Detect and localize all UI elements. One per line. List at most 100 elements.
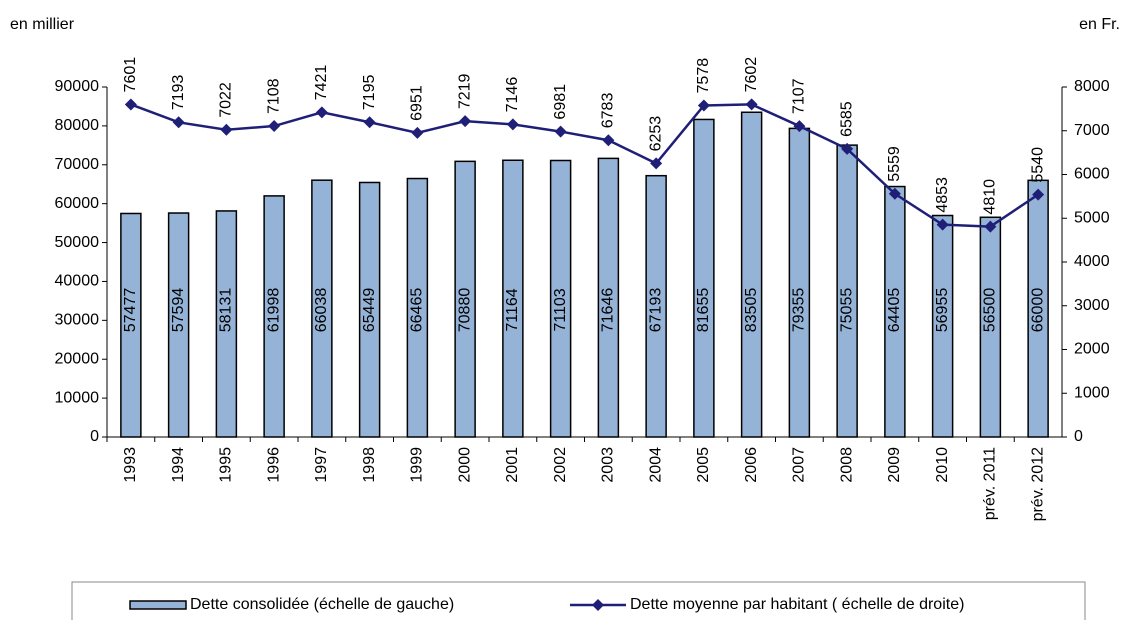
bar bbox=[502, 159, 524, 438]
y-tick-label: 80000 bbox=[55, 117, 100, 134]
y-tick-label: 60000 bbox=[55, 195, 100, 212]
bar-value-label: 70880 bbox=[456, 288, 473, 333]
x-tick-label: prév. 2011 bbox=[982, 447, 999, 520]
y-tick-label: 40000 bbox=[55, 273, 100, 290]
line-value-label: 4810 bbox=[982, 179, 999, 215]
bar bbox=[979, 216, 1002, 438]
legend-swatch bbox=[129, 600, 187, 610]
legend-label: Dette consolidée (échelle de gauche) bbox=[190, 596, 454, 613]
y2-tick-label: 8000 bbox=[1074, 78, 1110, 95]
line-value-label: 7195 bbox=[361, 75, 378, 111]
x-tick-label: 2009 bbox=[886, 447, 903, 483]
line-marker bbox=[554, 125, 567, 138]
line-marker bbox=[602, 134, 615, 147]
x-tick-label: 1997 bbox=[313, 447, 330, 483]
bar-value-label: 83505 bbox=[743, 288, 760, 333]
y-tick-label: 10000 bbox=[55, 389, 100, 406]
bar-value-label: 66038 bbox=[313, 288, 330, 333]
x-tick-label: 2001 bbox=[504, 447, 521, 483]
line-value-label: 6981 bbox=[552, 84, 569, 120]
bar-value-label: 71164 bbox=[504, 288, 521, 331]
bar bbox=[884, 185, 906, 438]
bar bbox=[311, 179, 333, 438]
line-value-label: 7578 bbox=[695, 58, 712, 94]
bar-value-label: 71646 bbox=[600, 288, 617, 333]
bar bbox=[120, 212, 142, 438]
bar-value-label: 61998 bbox=[265, 288, 282, 333]
bar-value-label: 66465 bbox=[409, 288, 426, 333]
line-marker bbox=[697, 99, 710, 112]
line-marker bbox=[315, 106, 328, 119]
y-tick-label: 50000 bbox=[55, 234, 100, 251]
bar-value-label: 58131 bbox=[218, 288, 235, 333]
y-tick-label: 90000 bbox=[55, 78, 100, 95]
y-tick-label: 30000 bbox=[55, 312, 100, 329]
x-tick-label: 2005 bbox=[695, 447, 712, 483]
bar-value-label: 56500 bbox=[982, 288, 999, 333]
line-value-label: 7421 bbox=[313, 65, 330, 101]
bar bbox=[645, 174, 667, 438]
line-value-label: 7146 bbox=[504, 77, 521, 113]
y-axis-title: en millier bbox=[10, 16, 75, 33]
bar-value-label: 79355 bbox=[791, 288, 808, 333]
y2-tick-label: 1000 bbox=[1074, 384, 1110, 401]
line-marker bbox=[172, 116, 185, 129]
line-marker bbox=[745, 98, 758, 111]
x-tick-label: 2007 bbox=[791, 447, 808, 483]
x-tick-label: 2010 bbox=[934, 447, 951, 483]
x-tick-label: 2004 bbox=[647, 447, 664, 483]
line-value-label: 7107 bbox=[791, 78, 808, 114]
line bbox=[130, 103, 1039, 228]
line-marker bbox=[363, 116, 376, 129]
y-tick-label: 20000 bbox=[55, 350, 100, 367]
line-value-label: 6253 bbox=[647, 116, 664, 152]
x-tick-label: prév. 2012 bbox=[1029, 447, 1046, 522]
line-value-label: 6783 bbox=[600, 93, 617, 129]
line-value-label: 5559 bbox=[886, 146, 903, 182]
line-marker bbox=[888, 187, 901, 200]
line-value-label: 4853 bbox=[934, 177, 951, 213]
bar bbox=[263, 195, 285, 438]
bar-value-label: 67193 bbox=[647, 288, 664, 333]
line-marker bbox=[936, 218, 949, 231]
x-tick-label: 2003 bbox=[600, 447, 617, 483]
x-tick-label: 1994 bbox=[170, 447, 187, 483]
bar bbox=[406, 177, 429, 438]
bar bbox=[358, 181, 381, 438]
bar bbox=[597, 157, 620, 438]
line-marker bbox=[268, 120, 281, 133]
line-value-label: 7219 bbox=[456, 73, 473, 109]
x-tick-label: 2002 bbox=[552, 447, 569, 483]
bar-value-label: 66000 bbox=[1029, 288, 1046, 333]
bar bbox=[740, 111, 763, 438]
y2-tick-label: 6000 bbox=[1074, 166, 1110, 183]
line-value-label: 7022 bbox=[218, 82, 235, 118]
line-marker bbox=[506, 118, 519, 131]
y2-tick-label: 0 bbox=[1074, 428, 1083, 445]
line-value-label: 7108 bbox=[265, 78, 282, 114]
bar-value-label: 56955 bbox=[934, 288, 951, 333]
bar-value-label: 64405 bbox=[886, 288, 903, 333]
x-tick-label: 2000 bbox=[456, 447, 473, 483]
line-marker bbox=[984, 220, 997, 233]
line-value-label: 6585 bbox=[838, 101, 855, 137]
bar-value-label: 65449 bbox=[361, 288, 378, 333]
bar bbox=[1027, 179, 1049, 438]
y2-tick-label: 2000 bbox=[1074, 341, 1110, 358]
line-marker bbox=[793, 120, 806, 133]
line-value-label: 6951 bbox=[409, 85, 426, 121]
x-tick-label: 2008 bbox=[838, 447, 855, 483]
bar-value-label: 57477 bbox=[122, 288, 139, 333]
x-tick-label: 1996 bbox=[265, 447, 282, 483]
legend-label: Dette moyenne par habitant ( échelle de … bbox=[630, 596, 964, 613]
bar bbox=[693, 118, 715, 438]
bar bbox=[788, 127, 811, 438]
line-marker bbox=[459, 115, 472, 128]
y2-tick-label: 3000 bbox=[1074, 297, 1110, 314]
line-marker bbox=[650, 157, 663, 170]
y2-tick-label: 4000 bbox=[1074, 253, 1110, 270]
y2-tick-label: 5000 bbox=[1074, 209, 1110, 226]
line-value-label: 7602 bbox=[743, 57, 760, 93]
line-value-label: 5540 bbox=[1029, 147, 1046, 183]
